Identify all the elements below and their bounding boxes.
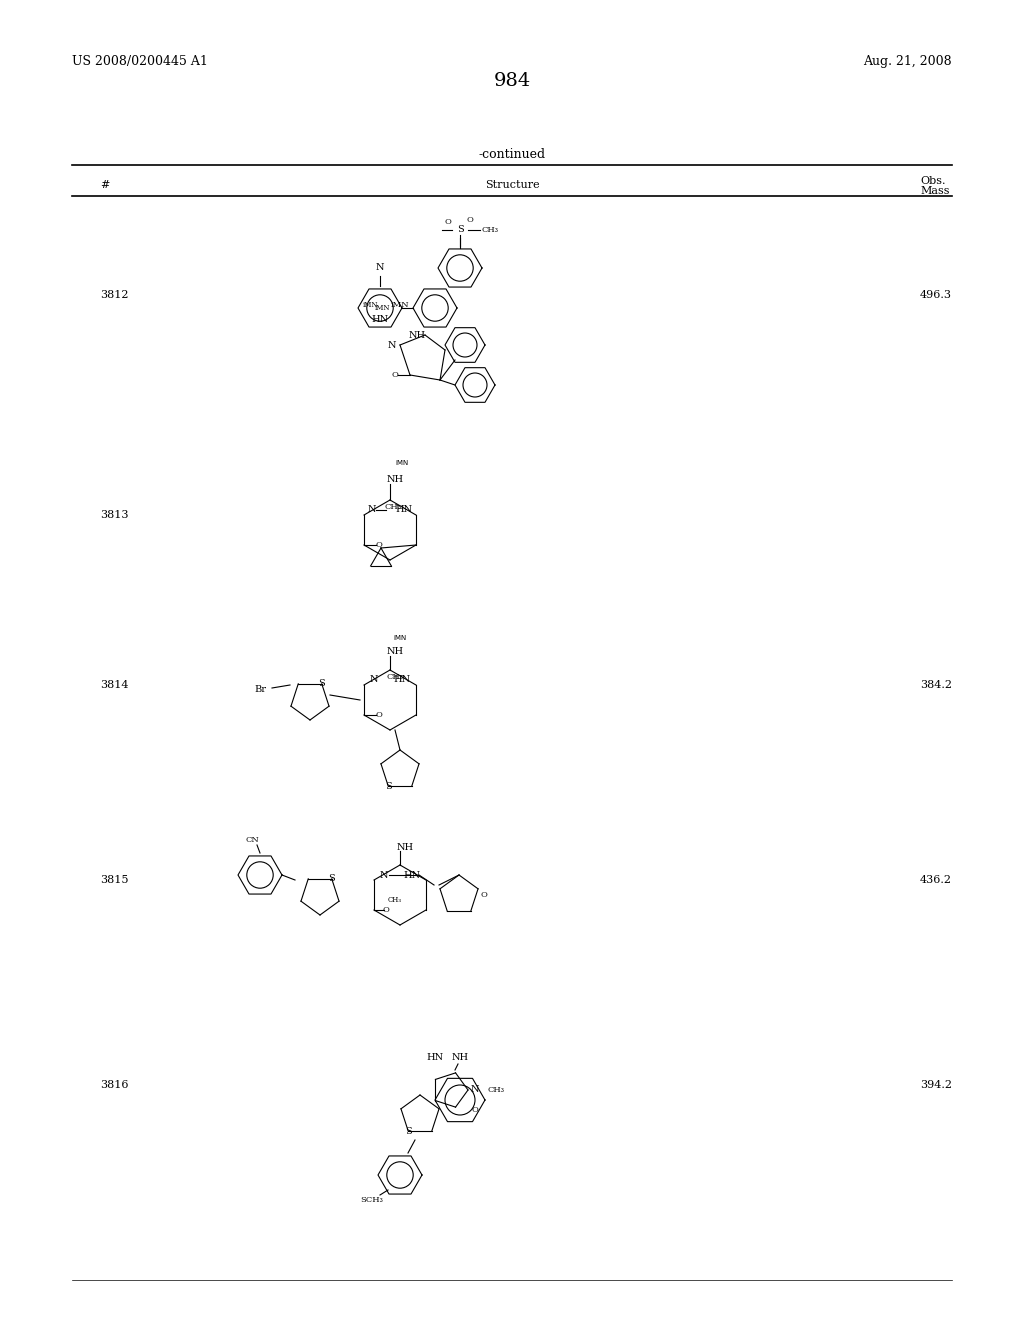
Text: US 2008/0200445 A1: US 2008/0200445 A1	[72, 55, 208, 69]
Text: N: N	[368, 506, 376, 515]
Text: iMN: iMN	[391, 301, 410, 309]
Text: 394.2: 394.2	[920, 1080, 952, 1090]
Text: 3815: 3815	[100, 875, 128, 884]
Text: HN: HN	[393, 676, 411, 685]
Text: CN: CN	[245, 836, 259, 843]
Text: NH: NH	[386, 475, 403, 484]
Text: Structure: Structure	[484, 180, 540, 190]
Text: NH: NH	[396, 842, 414, 851]
Text: iMN: iMN	[362, 301, 378, 309]
Text: Aug. 21, 2008: Aug. 21, 2008	[863, 55, 952, 69]
Text: O: O	[480, 891, 487, 899]
Text: CH₃: CH₃	[488, 1086, 505, 1094]
Text: SCH₃: SCH₃	[360, 1196, 383, 1204]
Text: Obs.: Obs.	[920, 176, 945, 186]
Text: CH₃: CH₃	[388, 896, 402, 904]
Text: 496.3: 496.3	[920, 290, 952, 300]
Text: S: S	[329, 874, 335, 883]
Text: Mass: Mass	[920, 186, 949, 195]
Text: S: S	[385, 781, 391, 791]
Text: O: O	[472, 1106, 478, 1114]
Text: O: O	[383, 906, 389, 913]
Text: 3812: 3812	[100, 290, 128, 300]
Text: CH₃: CH₃	[384, 503, 401, 511]
Text: NH: NH	[452, 1053, 469, 1063]
Text: O: O	[376, 541, 382, 549]
Text: N: N	[388, 341, 396, 350]
Text: CH₃: CH₃	[482, 226, 499, 234]
Text: O: O	[376, 711, 382, 719]
Text: 384.2: 384.2	[920, 680, 952, 690]
Text: 3813: 3813	[100, 510, 128, 520]
Text: O: O	[467, 216, 473, 224]
Text: HN: HN	[403, 870, 421, 879]
Text: N: N	[471, 1085, 479, 1094]
Text: N: N	[370, 676, 378, 685]
Text: HN: HN	[372, 315, 388, 325]
Text: S: S	[404, 1127, 412, 1135]
Text: -continued: -continued	[478, 148, 546, 161]
Text: O: O	[444, 218, 452, 226]
Text: N: N	[376, 264, 384, 272]
Text: N: N	[380, 870, 388, 879]
Text: 3816: 3816	[100, 1080, 128, 1090]
Text: HN: HN	[426, 1053, 443, 1063]
Text: CH₃: CH₃	[386, 673, 403, 681]
Text: HN: HN	[395, 506, 413, 515]
Text: 984: 984	[494, 73, 530, 90]
Text: 3814: 3814	[100, 680, 128, 690]
Text: iMN: iMN	[374, 304, 390, 312]
Text: iMN: iMN	[393, 635, 407, 642]
Text: 436.2: 436.2	[920, 875, 952, 884]
Text: S: S	[318, 680, 326, 688]
Text: NH: NH	[409, 330, 426, 339]
Text: #: #	[100, 180, 110, 190]
Text: O: O	[391, 371, 398, 379]
Text: Br: Br	[254, 685, 266, 694]
Text: NH: NH	[386, 648, 403, 656]
Text: S: S	[457, 226, 464, 235]
Text: iMN: iMN	[395, 459, 409, 466]
